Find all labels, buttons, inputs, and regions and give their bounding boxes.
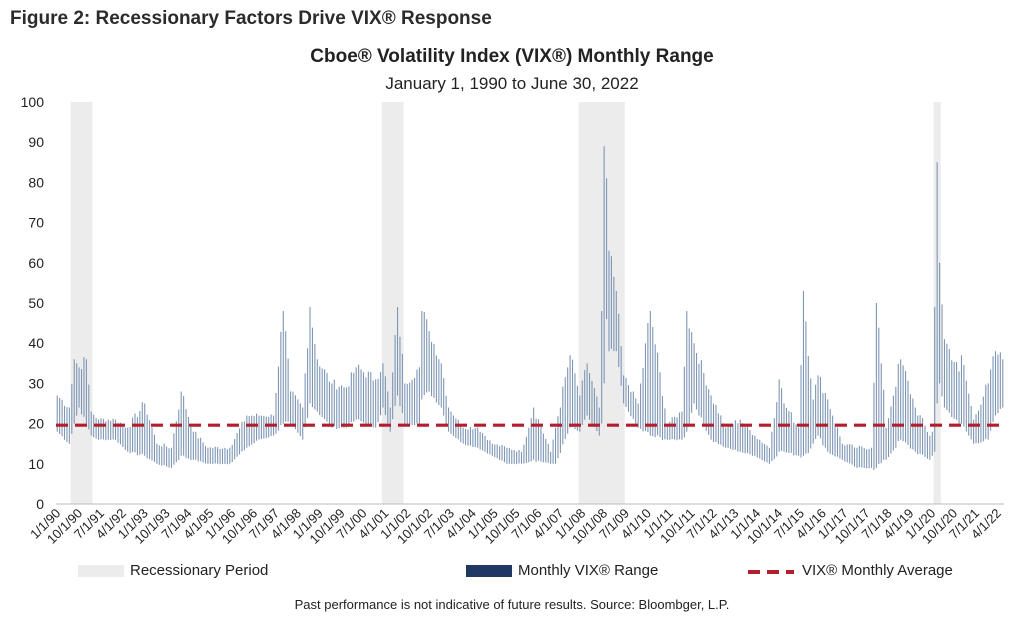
y-tick-label: 20 <box>28 416 44 432</box>
y-tick-label: 80 <box>28 174 44 190</box>
y-tick-label: 40 <box>28 335 44 351</box>
recession-band <box>381 102 404 504</box>
range-swatch-icon <box>466 565 512 578</box>
legend-recession-label: Recessionary Period <box>130 562 269 579</box>
legend-range: Monthly VIX® Range <box>466 562 658 579</box>
y-tick-label: 30 <box>28 375 44 391</box>
legend-average-label: VIX® Monthly Average <box>802 562 953 579</box>
recession-band <box>70 102 93 504</box>
y-tick-label: 60 <box>28 255 44 271</box>
recession-band <box>578 102 625 504</box>
chart-subtitle: January 1, 1990 to June 30, 2022 <box>385 74 639 93</box>
y-tick-label: 10 <box>28 456 44 472</box>
footnote: Past performance is not indicative of fu… <box>294 597 730 612</box>
legend-range-label: Monthly VIX® Range <box>518 562 659 579</box>
recession-swatch-icon <box>78 565 124 578</box>
y-tick-label: 50 <box>28 295 44 311</box>
chart-title: Cboe® Volatility Index (VIX®) Monthly Ra… <box>310 46 714 67</box>
figure-title: Figure 2: Recessionary Factors Drive VIX… <box>10 8 492 29</box>
vix-range-chart: 01020304050607080901001/1/9010/1/907/1/9… <box>21 94 1004 547</box>
y-tick-label: 100 <box>21 94 45 110</box>
y-tick-label: 90 <box>28 134 44 150</box>
legend-recession: Recessionary Period <box>78 562 268 579</box>
y-tick-label: 0 <box>36 496 44 512</box>
y-tick-label: 70 <box>28 215 44 231</box>
average-dash-icon <box>746 563 796 580</box>
legend-average: VIX® Monthly Average <box>746 562 953 580</box>
